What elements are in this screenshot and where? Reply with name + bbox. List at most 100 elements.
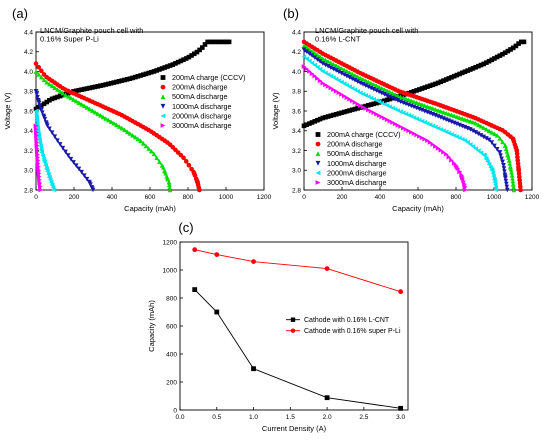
panel-c-y-tick-label: 400 [166, 351, 177, 358]
panel-b-series-marker [457, 71, 462, 77]
panel-b-series-marker [443, 77, 449, 82]
panel-b-series-marker [360, 104, 366, 110]
panel-b-series-marker [408, 98, 414, 103]
panel-a-series-marker [36, 174, 42, 179]
panel-b-series-marker [304, 66, 309, 72]
panel-a-series-marker [81, 86, 87, 92]
panel-b-series-marker [492, 56, 497, 61]
panel-a-title: LNCM/Graphite pouch cell with [40, 26, 143, 35]
panel-b-series-marker [406, 128, 411, 134]
panel-a-series-marker [221, 39, 227, 45]
panel-b-series-marker [510, 45, 516, 51]
panel-a-series-marker [124, 77, 130, 82]
panel-a-series-marker [189, 53, 194, 58]
panel-b-series-marker [355, 74, 360, 79]
panel-b-series-marker [465, 68, 470, 73]
panel-b-series-marker [336, 111, 342, 116]
panel-b-series-marker [363, 83, 368, 88]
panel-b-series-marker [395, 93, 401, 98]
panel-a-series-marker [41, 77, 47, 83]
panel-b-series-marker [317, 66, 323, 72]
panel-a-series-marker [167, 182, 172, 188]
panel-b-series-marker [465, 139, 470, 145]
panel-b-series-marker [309, 60, 315, 66]
panel-b-series-marker [339, 110, 344, 116]
panel-b-series-marker [497, 136, 503, 141]
panel-a-series-marker [35, 128, 41, 134]
panel-b-series-marker [433, 81, 438, 87]
panel-a-series-marker [88, 182, 93, 188]
panel-b-series-marker [320, 69, 326, 74]
panel-b-series-marker [336, 69, 342, 75]
panel-b-series-marker [366, 107, 371, 113]
panel-c-x-tick-label: 1.5 [286, 414, 295, 421]
panel-b-series-marker [438, 148, 444, 153]
panel-b-series-marker [379, 90, 385, 96]
panel-b-series-marker [371, 87, 377, 92]
panel-a-y-tick-label: 4.4 [24, 29, 33, 36]
panel-b-series-marker [422, 136, 428, 142]
panel-b-series-marker [449, 157, 454, 163]
panel-b-series-marker [459, 70, 465, 76]
panel-c-x-tick-label: 1.0 [249, 414, 258, 421]
panel-a-series-marker [47, 174, 52, 180]
panel-a-series-marker [49, 182, 55, 188]
panel-b-series-marker [417, 87, 422, 92]
panel-b-series-marker [301, 54, 307, 59]
panel-a-series-marker [100, 114, 106, 120]
panel-c-series-line [194, 249, 401, 293]
panel-a-series-marker [84, 105, 90, 110]
panel-b-series-marker [503, 175, 508, 181]
panel-a-series-marker [37, 177, 42, 183]
panel-b-series-marker [366, 84, 371, 90]
panel-a-series-marker [197, 187, 202, 193]
panel-b-series-marker [349, 98, 355, 104]
panel-b-series-marker [489, 129, 495, 135]
panel-a-series-marker [37, 137, 42, 143]
panel-a-series-marker [86, 179, 92, 185]
panel-b-series-marker [438, 79, 444, 85]
panel-b-series-marker [481, 61, 487, 67]
panel-b-series-marker [497, 150, 502, 155]
panel-a-series-marker [181, 155, 186, 161]
panel-a-series-marker [173, 61, 178, 66]
panel-b-series-marker [473, 120, 478, 126]
panel-a-series-marker [90, 85, 95, 90]
panel-b-series-marker [441, 78, 446, 83]
panel-b-series-marker [301, 47, 307, 53]
panel-b-series-marker [323, 114, 328, 120]
panel-a-series-marker [81, 173, 87, 179]
panel-b-series-marker [408, 129, 414, 135]
panel-b-series-marker [323, 82, 328, 88]
panel-b-series-marker [506, 158, 512, 163]
panel-b-series-marker [341, 93, 347, 99]
panel-b-series-marker [454, 72, 460, 78]
panel-b-series-marker [503, 146, 509, 151]
panel-c-legend-label: Cathode with 0.16% super P-Li [304, 328, 401, 335]
panel-a-series-marker [60, 145, 66, 151]
panel-b-series-marker [414, 132, 419, 138]
panel-b-series-marker [309, 71, 315, 76]
panel-b-series-marker [485, 159, 490, 164]
panel-a-series-marker [52, 134, 58, 139]
panel-b-series-marker [368, 85, 374, 91]
panel-b-series-marker [315, 57, 320, 62]
panel-b-series-marker [382, 87, 387, 92]
panel-b-series-marker [387, 118, 393, 124]
panel-b-series-marker [521, 39, 527, 45]
panel-b-series-marker [493, 187, 499, 193]
panel-b-series-marker [363, 103, 368, 109]
panel-a-y-axis-label: Voltage (V) [3, 92, 12, 130]
panel-a-series-marker [47, 177, 53, 183]
panel-a-series-marker [42, 116, 48, 122]
panel-b-series-marker [478, 62, 484, 68]
panel-b-y-tick-label: 3.8 [292, 89, 301, 96]
panel-a-x-axis-label: Capacity (mAh) [124, 204, 176, 213]
panel-b-series-marker [312, 119, 318, 124]
panel-b-series-marker [435, 108, 441, 113]
panel-b-x-tick-label: 0 [302, 194, 306, 201]
panel-a-y-tick-label: 3.4 [24, 128, 33, 135]
panel-b-series-marker [478, 133, 484, 138]
panel-a-series-marker [36, 170, 42, 176]
panel-b-series-marker [511, 187, 517, 193]
